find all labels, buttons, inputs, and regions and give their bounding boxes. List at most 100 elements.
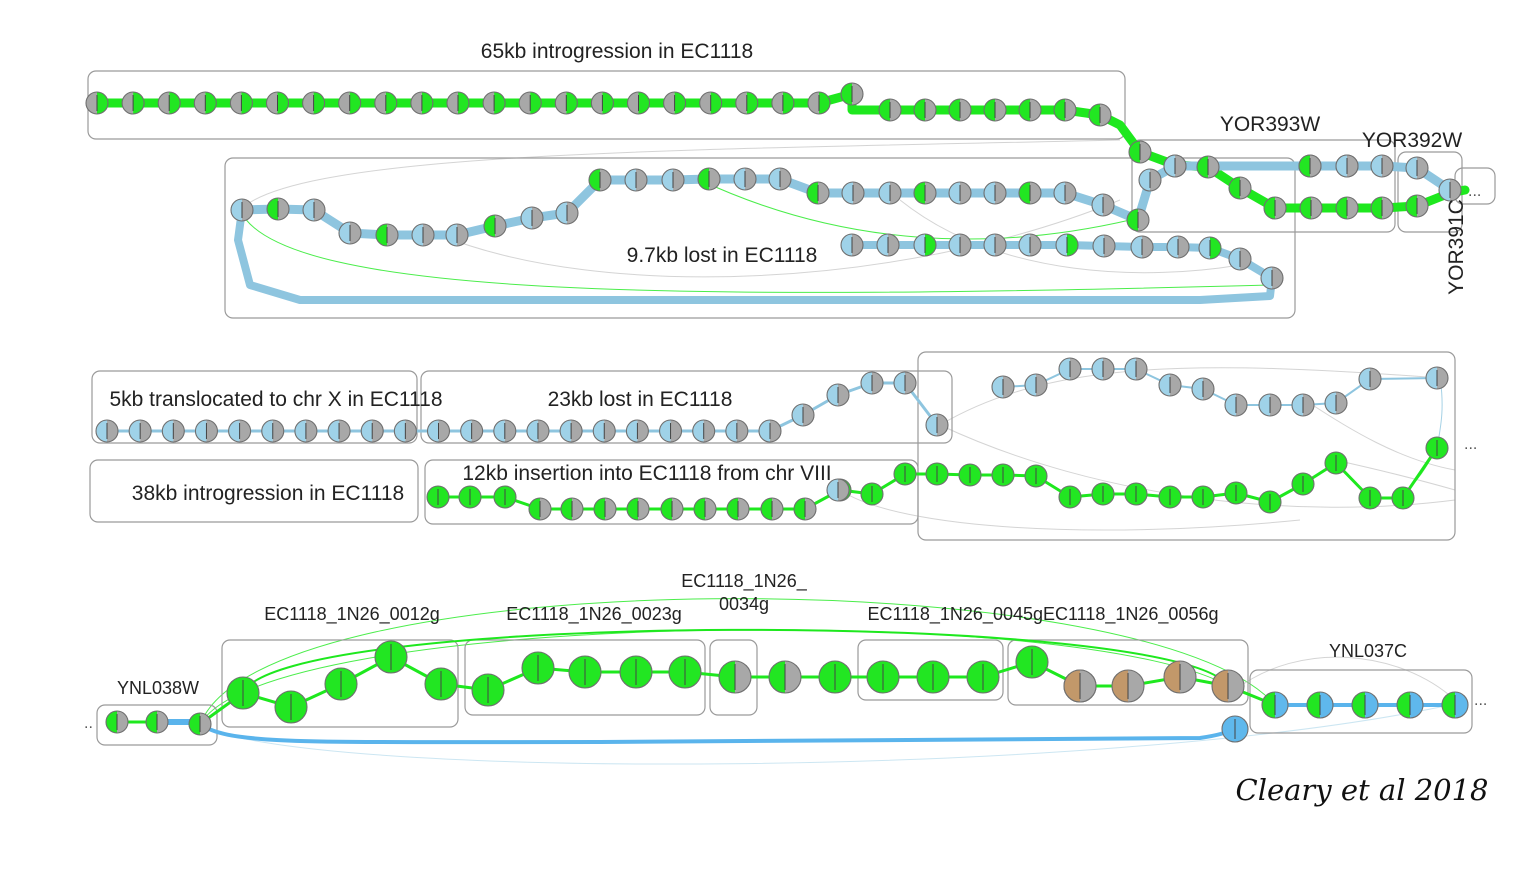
thin-edge-p1-c [439,199,1121,278]
node-p2-green-4 [560,497,584,521]
node-p3-gene-9-left-half [669,656,685,688]
node-p2-blue-25-outline [925,413,949,437]
node-p2-green-16 [958,463,982,487]
node-p1-blue-11-left-half [625,169,636,191]
node-p2-blue-10 [426,419,451,443]
node-p1-yor-4-left-half [1264,197,1275,219]
node-p2-blue-21-left-half [792,404,803,426]
node-p1-yor-4 [1263,196,1287,220]
node-p1-blue-25-right-half [1138,209,1149,231]
node-p1-yor-3 [1228,176,1252,200]
node-p3-ynl037c-0-left-half [1262,692,1275,718]
node-p3-ynl037c-3 [1396,691,1424,719]
node-p3-ynl038w-2-right-half [200,713,211,735]
node-p2-green-11-right-half [805,498,816,520]
node-p1-loop-5 [1018,233,1042,257]
node-p1-yor-b-2 [1370,154,1394,178]
node-p1-yor-6-left-half [1336,197,1347,219]
node-p2-green-19-right-half [1070,486,1081,508]
node-p2-green-27-right-half [1336,452,1347,474]
node-p1-top-6-left-half [302,92,314,114]
node-p2-blue-17-left-half [659,420,671,442]
node-p2-green-4-left-half [561,498,572,520]
node-p1-blue-27-left-half [1164,155,1175,177]
node-p2-blue-r-4 [1124,357,1148,381]
node-p1-loop-10-left-half [1199,237,1210,259]
node-p1-blue-12-outline [661,168,685,192]
node-p3-gene-2-left-half [325,668,341,700]
label-gene-0023g: EC1118_1N26_0023g [506,604,681,625]
node-p1-blue-23-left-half [1054,182,1065,204]
node-p3-gene-12 [818,660,852,694]
node-p2-insert-join-outline [826,478,850,502]
node-p1-blue-29-right-half [1347,155,1358,177]
node-p1-top-0-left-half [86,92,97,114]
label-65kb-introgression: 65kb introgression in EC1118 [481,40,753,63]
node-p2-blue-24-outline [893,371,917,395]
node-p2-blue-6-right-half [305,420,317,442]
node-p1-top-14-right-half [602,92,614,114]
node-p2-blue-23-left-half [861,372,872,394]
node-p1-top-16 [663,91,687,115]
node-p1-top-3-right-half [205,92,217,114]
node-p3-brown-3 [1211,669,1245,703]
node-p2-green-2 [493,485,517,509]
node-p1-blue-9 [555,201,579,225]
node-p2-blue-5 [261,419,285,443]
node-p1-blue-14-right-half [745,168,756,190]
node-p1-yor-0-left-half [1129,141,1140,163]
node-p3-ynl037c-1-outline [1306,691,1334,719]
node-p1-yor-7 [1370,196,1394,220]
node-p2-green-22-outline [1158,485,1182,509]
thin-edge-p2-c [1304,399,1456,471]
node-p2-green-30-right-half [1437,437,1448,459]
node-p1-yor-5 [1299,196,1323,220]
node-p2-blue-r-3-outline [1091,357,1115,381]
node-p1-blue-2-left-half [303,199,314,221]
node-p1-loop-4-outline [983,233,1007,257]
node-p1-yor-b-4-outline [1438,178,1462,202]
node-p1-blue-7-left-half [484,215,495,237]
node-p2-blue-12-outline [493,419,517,443]
node-p2-blue-r-0-outline [991,375,1015,399]
node-p3-gene-10 [718,660,752,694]
node-p1-blue-1 [266,197,290,221]
node-p1-top-6-right-half [313,92,325,114]
node-p2-blue-r-8-left-half [1259,394,1270,416]
node-p3-ynl038w-2-left-half [189,713,200,735]
node-p1-top-r-4-left-half [1019,99,1030,121]
node-p1-loop-7-right-half [1104,235,1115,257]
node-p1-top-r-5-right-half [1065,99,1076,121]
node-p3-blue-join-outline [1221,715,1249,743]
node-p1-top-1-outline [121,91,145,115]
node-p1-loop-11-right-half [1240,248,1251,270]
node-p3-brown-1-right-half [1128,670,1144,702]
node-p2-blue-r-9 [1291,393,1315,417]
node-p3-gene-11 [768,660,802,694]
node-p1-top-5-outline [265,91,290,115]
node-p2-blue-r-7-left-half [1225,394,1236,416]
node-p1-top-6 [302,91,326,115]
node-p1-loop-3-outline [948,233,972,257]
node-p3-brown-1 [1111,669,1145,703]
node-p1-top-9-right-half [421,92,433,114]
node-p2-blue-10-right-half [438,420,450,442]
node-p1-top-4-left-half [230,92,242,114]
node-p1-top-r-1-left-half [914,99,925,121]
node-p1-blue-20 [948,181,972,205]
node-p2-blue-18 [692,419,716,443]
node-p2-green-3-left-half [529,498,540,520]
node-p3-gene-4-left-half [425,668,441,700]
node-p2-blue-11-right-half [471,420,483,442]
node-p2-green-19-outline [1058,485,1082,509]
box-ynl037c [1249,669,1473,734]
node-p3-ynl037c-0-outline [1261,691,1289,719]
node-p2-blue-16-right-half [637,420,649,442]
node-p1-blue-7-outline [483,214,507,238]
node-p2-blue-8-left-half [361,420,373,442]
label-gene-0034g-line2: 0034g [719,594,769,614]
node-p1-top-3-outline [193,91,217,115]
node-p1-blue-18-right-half [890,182,901,204]
node-p1-blue-4 [375,223,399,247]
node-p1-loop-0-outline [840,233,864,257]
